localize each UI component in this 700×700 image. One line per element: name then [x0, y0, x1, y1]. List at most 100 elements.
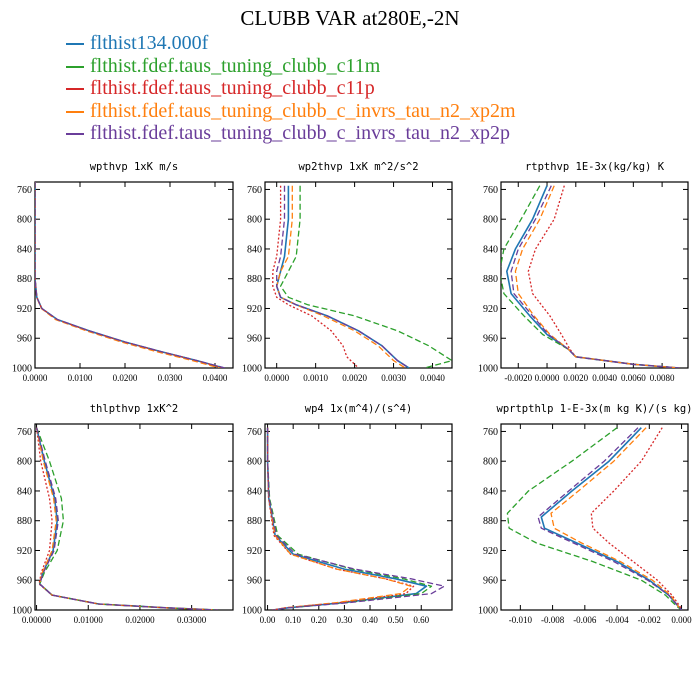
series-group: [501, 185, 680, 368]
y-tick-label: 760: [17, 185, 32, 196]
y-tick-label: 920: [483, 546, 498, 557]
x-tick-label: 0.0200: [113, 373, 138, 383]
legend-label: flthist.fdef.taus_tuning_clubb_c11m: [90, 54, 381, 77]
chart-panel: wpthvp 1xK m/s 760 800 840 880 920 960 10000.00…: [12, 161, 234, 383]
plot-frame: [264, 181, 453, 369]
series-line: [266, 427, 415, 610]
x-tick-label: 0.60: [413, 615, 429, 625]
y-tick-label: 760: [483, 427, 498, 438]
series-line: [35, 182, 220, 368]
y-tick-label: 840: [17, 244, 32, 255]
series-line: [505, 185, 680, 368]
legend-label: flthist.fdef.taus_tuning_clubb_c_invrs_t…: [90, 99, 516, 122]
legend-swatch: [66, 88, 84, 91]
x-tick-label: 0.30: [337, 615, 353, 625]
legend-label: flthist.fdef.taus_tuning_clubb_c11p: [90, 77, 375, 99]
y-tick-label: 960: [483, 576, 498, 587]
x-tick-label: 0.0020: [342, 373, 367, 383]
x-tick-label: -0.006: [573, 615, 597, 625]
legend-item: flthist.fdef.taus_tuning_clubb_c11m: [66, 55, 516, 78]
panel-title: thlpthvp 1xK^2: [90, 403, 179, 415]
y-tick-label: 880: [17, 516, 32, 527]
series-group: [272, 185, 452, 368]
series-line: [266, 427, 412, 610]
y-tick-label: 800: [17, 215, 32, 226]
plot-frame: [500, 423, 689, 611]
series-line: [550, 427, 683, 610]
series-line: [35, 182, 225, 368]
y-tick-label: 1000: [12, 606, 32, 617]
x-tick-label: 0.0040: [592, 373, 617, 383]
series-line: [35, 182, 226, 368]
legend-swatch: [66, 110, 84, 113]
y-tick-label: 1000: [478, 606, 498, 617]
y-tick-label: 880: [483, 516, 498, 527]
x-tick-label: 0.0040: [420, 373, 445, 383]
y-tick-label: 760: [247, 185, 262, 196]
series-line: [35, 182, 224, 368]
panel-title: wpthvp 1xK m/s: [90, 161, 179, 173]
series-line: [527, 185, 680, 368]
series-line: [510, 185, 680, 368]
y-tick-label: 840: [17, 486, 32, 497]
x-tick-label: 0.0100: [68, 373, 93, 383]
y-tick-label: 760: [247, 427, 262, 438]
x-tick-label: 0.0000: [23, 373, 48, 383]
series-line: [276, 185, 406, 368]
y-tick-label: 800: [17, 457, 32, 468]
y-tick-label: 800: [247, 215, 262, 226]
panel-title: wp2thvp 1xK m^2/s^2: [298, 161, 418, 173]
chart-panel: rtpthvp 1E-3x(kg/kg) K 760 800 840 880 920 960…: [478, 161, 689, 383]
x-tick-label: 0.01000: [74, 615, 104, 625]
x-tick-label: 0.0080: [650, 373, 675, 383]
x-tick-label: 0.40: [362, 615, 378, 625]
series-group: [35, 427, 218, 610]
figure-title: CLUBB VAR at280E,-2N: [240, 6, 460, 30]
x-tick-label: -0.010: [509, 615, 533, 625]
series-line: [501, 185, 680, 368]
plot-frame: [500, 181, 689, 369]
x-tick-label: 0.0000: [535, 373, 560, 383]
y-tick-label: 920: [247, 304, 262, 315]
y-tick-label: 1000: [242, 364, 262, 375]
y-tick-label: 1000: [478, 364, 498, 375]
chart-panel: thlpthvp 1xK^2 760 800 840 880 920 960 10000.00…: [12, 403, 234, 625]
chart-panel: wp2thvp 1xK m^2/s^2 760 800 840 880 920 960 100…: [242, 161, 453, 383]
x-tick-label: 0.0060: [621, 373, 646, 383]
series-line: [35, 427, 218, 610]
x-tick-label: 0.0300: [158, 373, 183, 383]
plot-frame: [264, 423, 453, 611]
y-tick-label: 960: [17, 576, 32, 587]
x-tick-label: -0.008: [541, 615, 565, 625]
x-tick-label: -0.004: [605, 615, 629, 625]
legend: flthist134.000f flthist.fdef.taus_tuning…: [66, 32, 516, 145]
panel-title: rtpthvp 1E-3x(kg/kg) K: [525, 161, 665, 173]
series-line: [35, 182, 222, 368]
legend-swatch: [66, 65, 84, 68]
series-line: [275, 185, 410, 368]
series-line: [266, 427, 433, 610]
y-tick-label: 880: [247, 516, 262, 527]
y-tick-label: 840: [483, 486, 498, 497]
series-line: [266, 427, 445, 610]
y-tick-label: 800: [483, 215, 498, 226]
y-tick-label: 760: [17, 427, 32, 438]
x-tick-label: 0.03000: [177, 615, 207, 625]
x-tick-label: 0.00: [260, 615, 276, 625]
x-tick-label: 0.0030: [381, 373, 406, 383]
x-tick-label: 0.000: [671, 615, 692, 625]
legend-item: flthist.fdef.taus_tuning_clubb_c_invrs_t…: [66, 100, 516, 123]
y-tick-label: 1000: [12, 364, 32, 375]
y-tick-label: 840: [247, 486, 262, 497]
panel-title: wp4 1x(m^4)/(s^4): [305, 403, 412, 415]
series-line: [272, 185, 359, 368]
chart-panel: wprtpthlp 1-E-3x(m kg K)/(s kg) 760 800 840…: [478, 403, 692, 625]
series-line: [590, 427, 683, 610]
y-tick-label: 840: [483, 244, 498, 255]
y-tick-label: 760: [483, 185, 498, 196]
y-tick-label: 960: [483, 334, 498, 345]
x-tick-label: -0.002: [638, 615, 661, 625]
series-group: [35, 182, 226, 368]
series-line: [35, 427, 218, 610]
